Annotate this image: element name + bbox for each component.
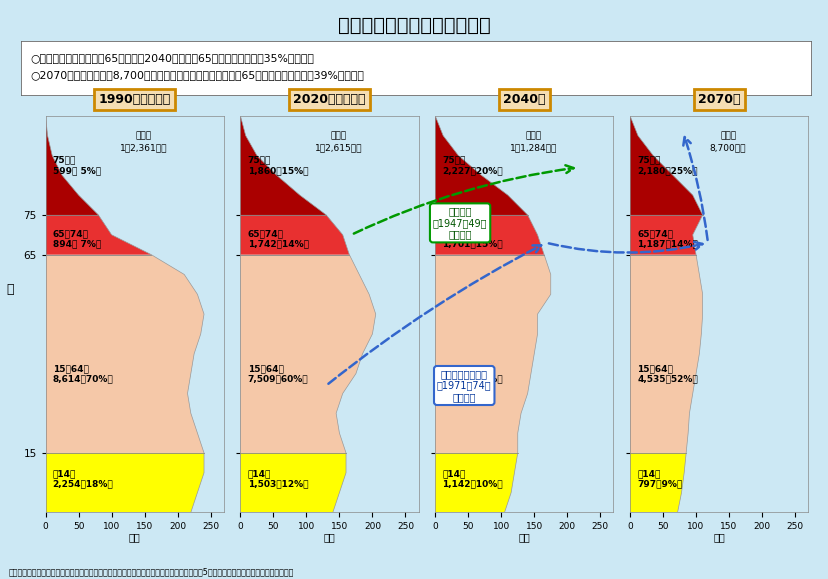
Text: 団塊ジュニア世代
（1971～74年
生まれ）: 団塊ジュニア世代 （1971～74年 生まれ） — [436, 369, 491, 402]
X-axis label: 万人: 万人 — [712, 533, 724, 543]
Text: 2040年: 2040年 — [503, 93, 545, 106]
Polygon shape — [629, 453, 686, 512]
Text: ～14歳
2,254（18%）: ～14歳 2,254（18%） — [53, 469, 113, 489]
Text: ～14歳
1,142（10%）: ～14歳 1,142（10%） — [442, 469, 503, 489]
Text: 15～64歳
8,614（70%）: 15～64歳 8,614（70%） — [53, 364, 113, 383]
Polygon shape — [629, 116, 702, 215]
Text: ～14歳
797（9%）: ～14歳 797（9%） — [637, 469, 681, 489]
Text: 総人口
1億1,284万人: 総人口 1億1,284万人 — [509, 131, 556, 152]
Polygon shape — [435, 453, 518, 512]
Polygon shape — [46, 215, 151, 255]
Text: ～14歳
1,503（12%）: ～14歳 1,503（12%） — [248, 469, 308, 489]
Text: 75歳～
2,227（20%）: 75歳～ 2,227（20%） — [442, 156, 503, 175]
Text: 2020年（実績）: 2020年（実績） — [293, 93, 365, 106]
Polygon shape — [46, 255, 204, 453]
Polygon shape — [46, 453, 204, 512]
X-axis label: 万人: 万人 — [128, 533, 141, 543]
Text: 15～64歳
4,535（52%）: 15～64歳 4,535（52%） — [637, 364, 697, 383]
FancyBboxPatch shape — [21, 41, 811, 96]
Polygon shape — [240, 116, 326, 215]
Polygon shape — [46, 116, 99, 215]
Text: 65～74歳
1,701（15%）: 65～74歳 1,701（15%） — [442, 229, 503, 248]
Text: 75歳～
599（ 5%）: 75歳～ 599（ 5%） — [53, 156, 101, 175]
Text: 日本の人口ピラミッドの変化: 日本の人口ピラミッドの変化 — [338, 16, 490, 35]
Text: 65～74歳
894（ 7%）: 65～74歳 894（ 7%） — [53, 229, 101, 248]
X-axis label: 万人: 万人 — [323, 533, 335, 543]
Text: 1990年（実績）: 1990年（実績） — [99, 93, 171, 106]
Text: 75歳～
1,860（15%）: 75歳～ 1,860（15%） — [248, 156, 308, 175]
Text: 団塊世代
（1947～49年
生まれ）: 団塊世代 （1947～49年 生まれ） — [432, 206, 487, 240]
Text: 65～74歳
1,187（14%）: 65～74歳 1,187（14%） — [637, 229, 697, 248]
Polygon shape — [240, 215, 349, 255]
Text: 総人口
1億2,615万人: 総人口 1億2,615万人 — [315, 131, 362, 152]
Text: 2070年: 2070年 — [697, 93, 739, 106]
Polygon shape — [629, 215, 702, 255]
X-axis label: 万人: 万人 — [518, 533, 530, 543]
Text: 総人口
8,700万人: 総人口 8,700万人 — [709, 131, 745, 152]
Text: 75歳～
2,180（25%）: 75歳～ 2,180（25%） — [637, 156, 697, 175]
Polygon shape — [435, 215, 543, 255]
Polygon shape — [435, 255, 550, 453]
Text: 15～64歳
6,213（55%）: 15～64歳 6,213（55%） — [442, 364, 503, 383]
Polygon shape — [629, 255, 702, 453]
Text: ○団塊のジュニア世代が65歳となる2040年には、65歳以上が全人口の35%となる。
○2070年には、人口は8,700万人にまで減少するが、一方で、65歳以上: ○団塊のジュニア世代が65歳となる2040年には、65歳以上が全人口の35%とな… — [30, 53, 363, 80]
Polygon shape — [435, 116, 527, 215]
Text: （出所）総務省「国勢調査」、国立社会保障・人口問題研究所「日本の将来推計人口（令和5年推計）」（出生中位（死亡中位）推計: （出所）総務省「国勢調査」、国立社会保障・人口問題研究所「日本の将来推計人口（令… — [8, 567, 293, 576]
Text: 総人口
1億2,361万人: 総人口 1億2,361万人 — [120, 131, 167, 152]
Polygon shape — [240, 255, 375, 453]
Text: 歳: 歳 — [6, 283, 14, 296]
Text: 15～64歳
7,509（60%）: 15～64歳 7,509（60%） — [248, 364, 308, 383]
Text: 65～74歳
1,742（14%）: 65～74歳 1,742（14%） — [248, 229, 308, 248]
Polygon shape — [240, 453, 345, 512]
